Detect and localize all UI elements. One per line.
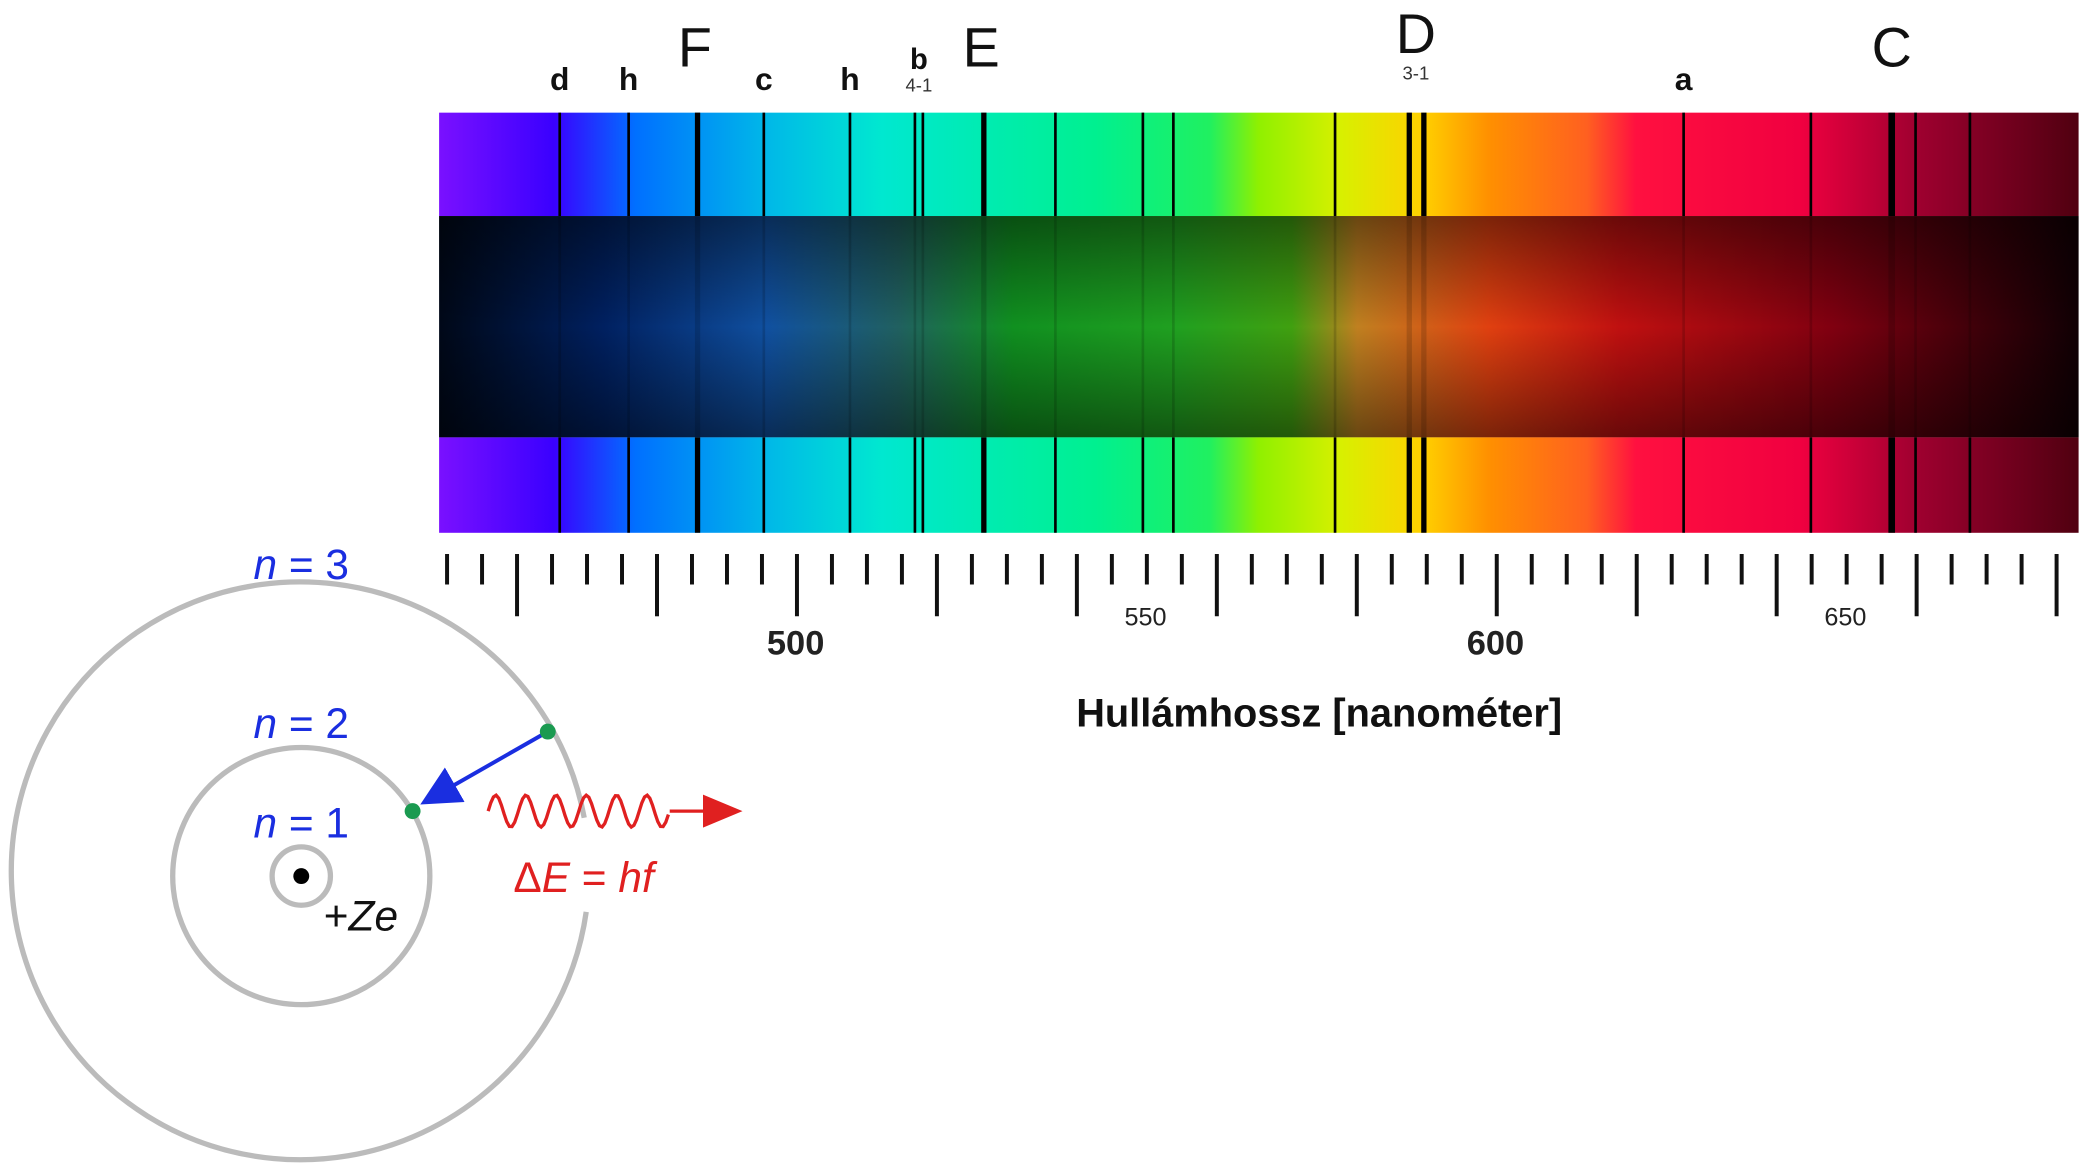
line-label: E: [963, 16, 1000, 78]
orbit-label: n = 2: [254, 700, 350, 747]
symbol: E: [542, 854, 571, 901]
tick-label: 500: [767, 625, 824, 663]
equals: =: [570, 854, 618, 901]
line-label: D: [1396, 3, 1436, 65]
tick-label: 600: [1467, 625, 1524, 663]
diagram: 500 550 600 650 d h Fc h b4-1 E D3-1 a C Hullámhossz…: [0, 0, 2079, 1165]
transition-arrow: [427, 732, 548, 801]
value: = 3: [289, 541, 349, 588]
electron: [405, 803, 421, 819]
electron: [540, 724, 556, 740]
photon-label: ΔE = hf: [513, 854, 658, 901]
line-label: F: [678, 16, 712, 78]
page: 500 550 600 650 d h Fc h b4-1 E D3-1 a C Hullámhossz…: [0, 0, 2079, 1165]
line-label: h: [840, 61, 859, 97]
emission-band: [439, 113, 2078, 216]
symbol: Ze: [348, 892, 399, 939]
line-label: a: [1675, 61, 1693, 97]
tick-label: 550: [1125, 604, 1167, 632]
line-label: h: [619, 61, 638, 97]
value: = 1: [289, 800, 349, 847]
orbit-label: n = 3: [254, 541, 350, 588]
tick-label: 650: [1824, 604, 1866, 632]
line-label: c: [755, 61, 773, 97]
symbol: n: [254, 700, 278, 747]
symbol: n: [254, 541, 278, 588]
emission-band: [439, 437, 2078, 532]
line-sublabel: 3-1: [1402, 63, 1429, 84]
line-sublabel: 4-1: [905, 74, 932, 95]
nucleus-label: +Ze: [324, 892, 398, 939]
nucleus: [293, 868, 309, 884]
delta: Δ: [513, 854, 541, 901]
line-label: C: [1872, 16, 1912, 78]
axis-title: Hullámhossz [nanométer]: [1076, 691, 1562, 735]
line-label: b: [910, 44, 928, 76]
sign: +: [324, 892, 349, 939]
symbol: n: [254, 800, 278, 847]
value: = 2: [289, 700, 349, 747]
rhs: hf: [618, 854, 658, 901]
orbit-label: n = 1: [254, 800, 350, 847]
shade: [439, 216, 2078, 437]
line-label: d: [550, 61, 569, 97]
